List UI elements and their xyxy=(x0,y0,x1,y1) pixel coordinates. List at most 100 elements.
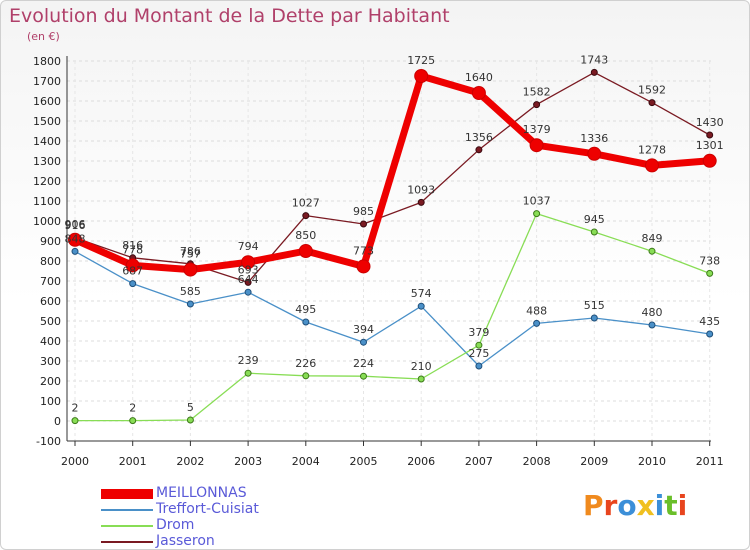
y-tick-label: 0 xyxy=(54,415,61,428)
legend-swatch xyxy=(101,509,153,511)
chart-title: Evolution du Montant de la Dette par Hab… xyxy=(9,5,450,27)
data-point xyxy=(244,288,252,296)
proxiti-logo: Proxiti xyxy=(583,489,687,522)
legend-label: Treffort-Cuisiat xyxy=(156,501,259,517)
data-label: 275 xyxy=(468,347,489,360)
data-label: 239 xyxy=(238,354,259,367)
data-label: 757 xyxy=(180,248,201,261)
data-point xyxy=(298,244,313,258)
data-point xyxy=(587,146,602,161)
data-point xyxy=(129,417,137,425)
data-label: 1336 xyxy=(580,132,608,145)
chart-unit: (en €) xyxy=(27,30,60,43)
data-point xyxy=(360,220,367,228)
data-label: 1278 xyxy=(638,143,666,156)
legend-label: Drom xyxy=(156,517,195,533)
data-point xyxy=(702,153,717,168)
data-label: 480 xyxy=(642,306,663,319)
data-point xyxy=(590,228,598,236)
x-tick-label: 2006 xyxy=(407,455,435,468)
data-label: 574 xyxy=(411,287,432,300)
y-tick-label: 1600 xyxy=(33,95,61,108)
data-point xyxy=(129,280,137,288)
data-point xyxy=(475,341,483,349)
data-label: 849 xyxy=(642,232,663,245)
data-point xyxy=(360,372,367,380)
y-tick-label: 300 xyxy=(40,355,61,368)
logo-letter: x xyxy=(636,489,655,522)
data-label: 816 xyxy=(122,239,143,252)
data-label: 644 xyxy=(238,273,259,286)
series-line-treffort-cuisiat xyxy=(74,250,710,367)
data-point xyxy=(417,302,425,310)
data-label: 1301 xyxy=(696,139,724,152)
data-label: 848 xyxy=(65,232,86,245)
x-tick-label: 2007 xyxy=(465,455,493,468)
data-label: 773 xyxy=(353,244,374,257)
x-tick-label: 2011 xyxy=(696,455,724,468)
data-point xyxy=(414,69,429,83)
data-point xyxy=(241,255,256,270)
data-point xyxy=(706,330,714,338)
x-tick-label: 2005 xyxy=(350,455,378,468)
y-tick-label: 800 xyxy=(40,255,61,268)
y-tick-label: 400 xyxy=(40,335,61,348)
data-point xyxy=(533,101,541,109)
logo-letter: i xyxy=(677,489,688,522)
x-tick-label: 2010 xyxy=(638,455,666,468)
legend-swatch xyxy=(101,489,153,499)
data-label: 850 xyxy=(295,229,316,242)
data-point xyxy=(706,131,714,139)
data-point xyxy=(68,232,82,247)
legend-label: Jasseron xyxy=(156,533,215,549)
axes: -100 0 100 200 300 400 500 600 700 800 900 1000 1100… xyxy=(33,55,724,468)
data-label: 945 xyxy=(584,213,605,226)
data-point xyxy=(183,262,198,277)
data-label: 1037 xyxy=(523,195,551,208)
data-label: 985 xyxy=(353,205,374,218)
x-tick-label: 2009 xyxy=(580,455,608,468)
series-line-meillonnas xyxy=(73,72,710,274)
data-label: 515 xyxy=(584,299,605,312)
data-point xyxy=(417,375,425,383)
data-point xyxy=(471,86,486,100)
logo-letter: i xyxy=(654,489,665,522)
data-point xyxy=(360,338,367,346)
y-tick-label: 600 xyxy=(40,295,61,308)
data-label: 379 xyxy=(468,326,489,339)
data-point xyxy=(706,269,714,277)
y-tick-label: 900 xyxy=(40,235,61,248)
y-tick-label: 700 xyxy=(40,275,61,288)
data-point xyxy=(356,259,371,274)
data-label: 394 xyxy=(353,323,374,336)
data-label: 1027 xyxy=(292,197,320,210)
y-tick-label: 1300 xyxy=(33,155,61,168)
data-point xyxy=(475,362,483,370)
data-label: 1379 xyxy=(523,123,551,136)
data-label: 693 xyxy=(238,263,259,276)
data-point xyxy=(186,300,194,308)
data-label: 786 xyxy=(180,245,201,258)
grid-lines xyxy=(67,60,711,442)
y-tick-label: -100 xyxy=(36,435,61,448)
data-point xyxy=(590,68,598,76)
data-point xyxy=(417,198,425,206)
data-label: 210 xyxy=(411,360,432,373)
data-point xyxy=(648,247,656,255)
data-label: 794 xyxy=(238,240,259,253)
logo-letter: P xyxy=(583,489,604,522)
data-point xyxy=(529,138,544,153)
data-label: 906 xyxy=(65,218,86,231)
data-point xyxy=(125,258,140,273)
data-label: 5 xyxy=(187,401,194,414)
legend-swatch xyxy=(101,525,153,527)
y-tick-label: 1400 xyxy=(33,135,61,148)
data-label: 1356 xyxy=(465,131,493,144)
data-point xyxy=(186,416,194,424)
x-tick-label: 2000 xyxy=(61,455,89,468)
data-point xyxy=(71,247,79,255)
data-label: 224 xyxy=(353,357,374,370)
y-tick-label: 1200 xyxy=(33,175,61,188)
